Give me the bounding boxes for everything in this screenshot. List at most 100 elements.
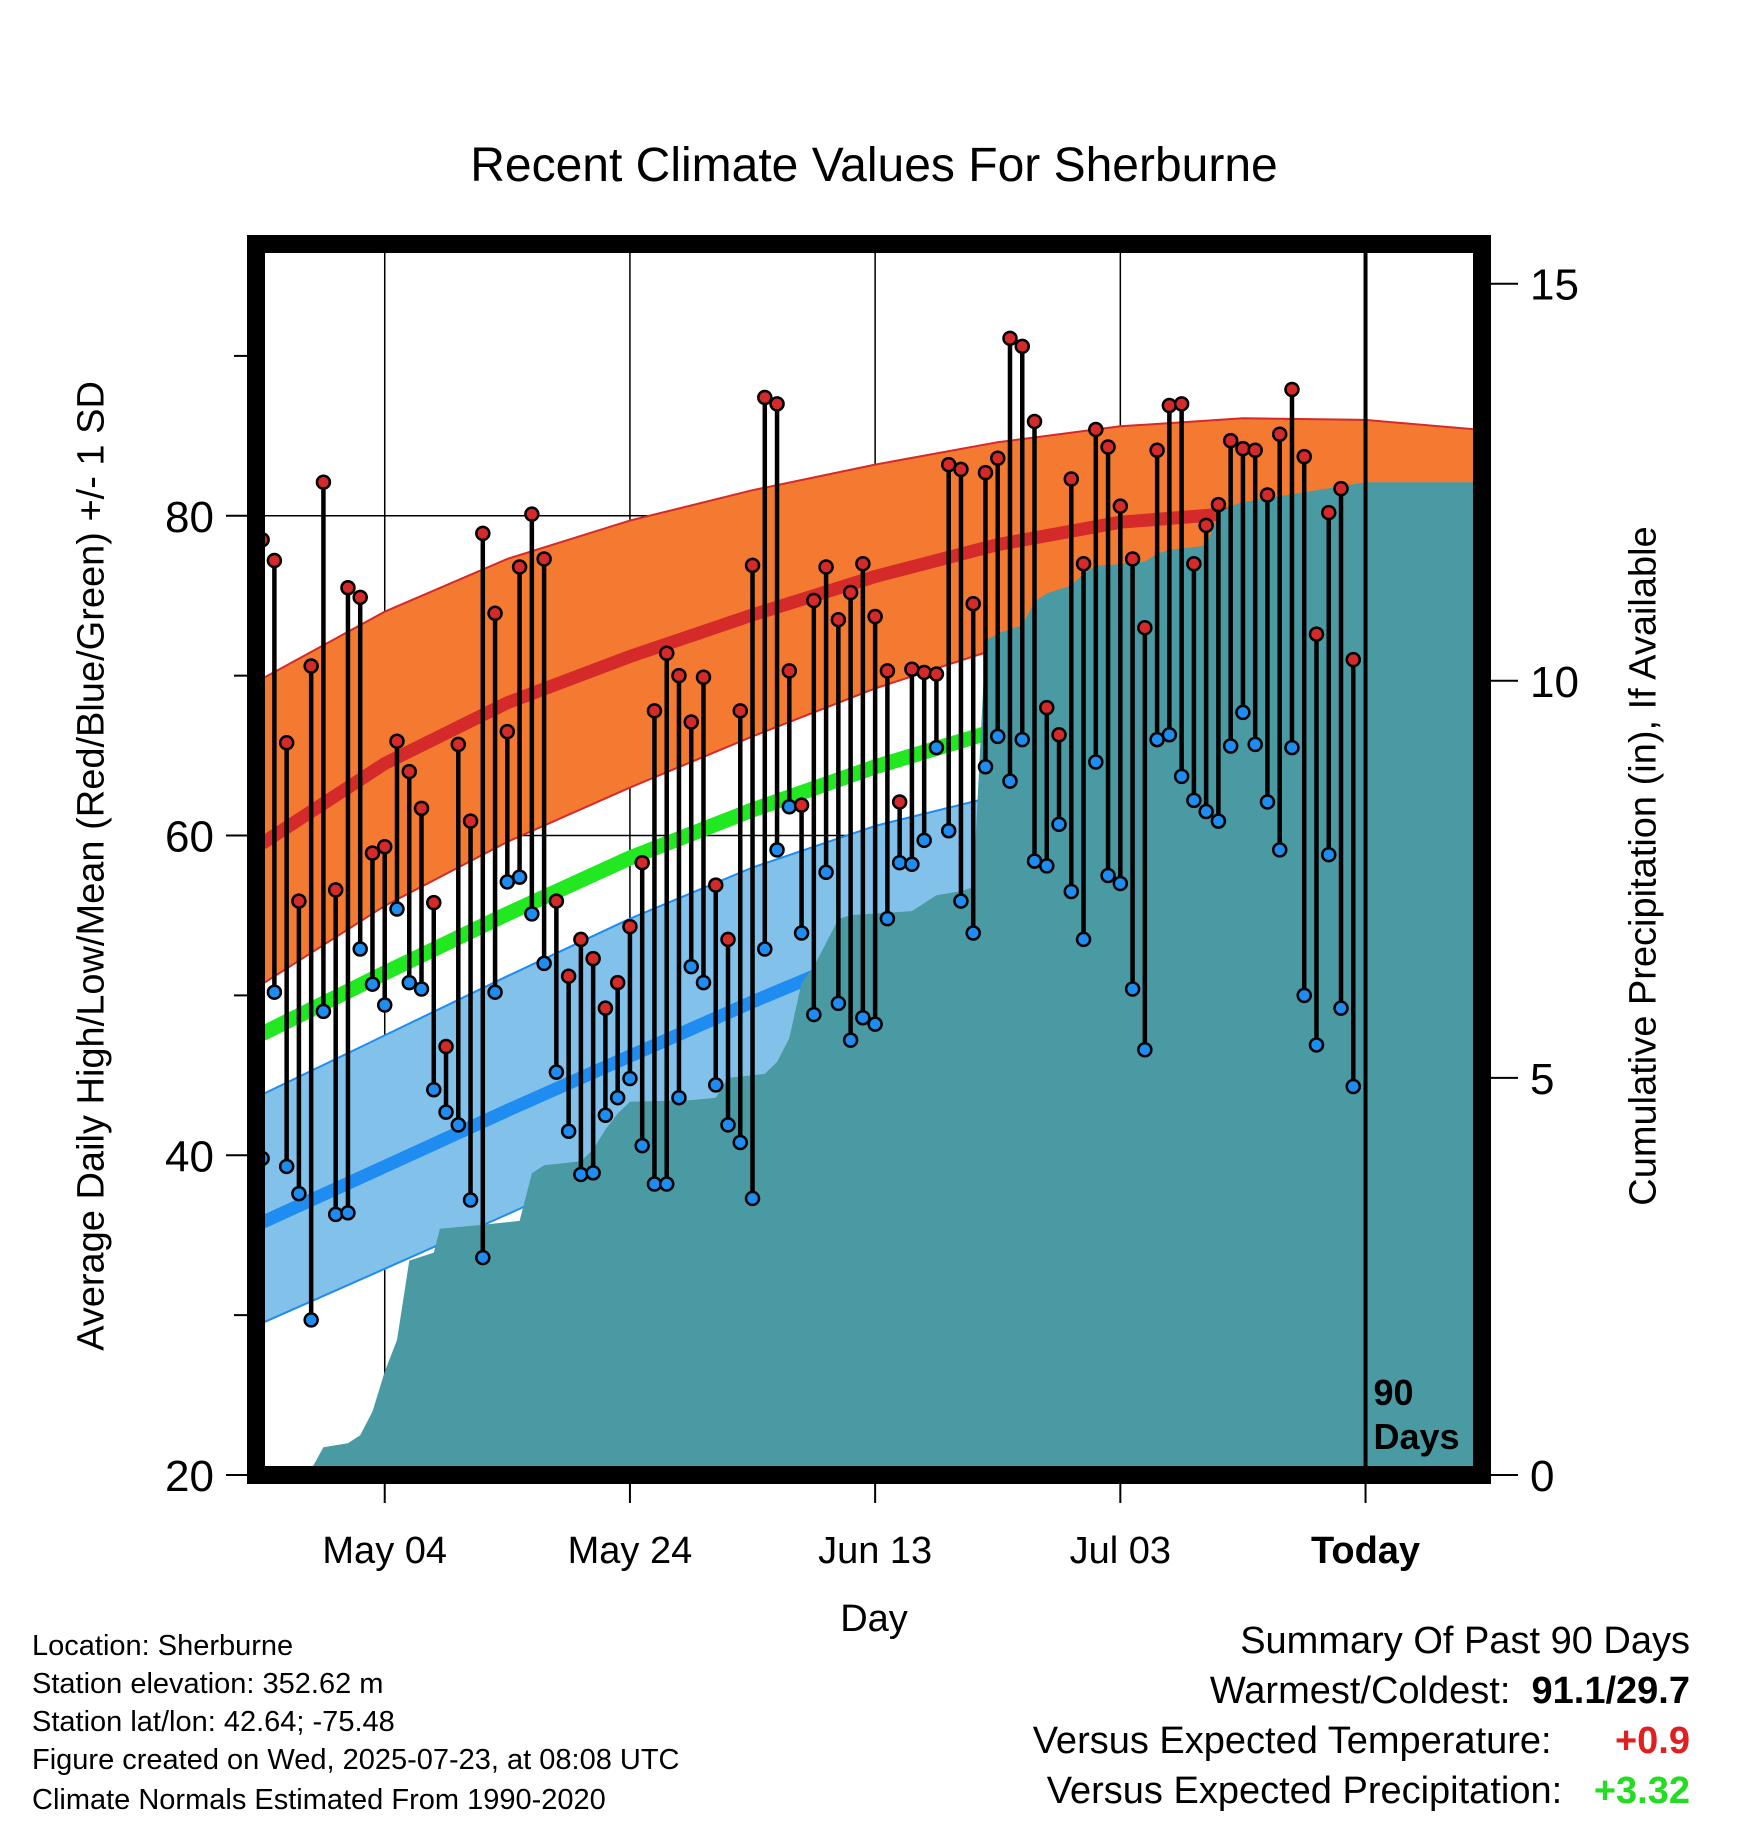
info-normals: Climate Normals Estimated From 1990-2020 [32,1784,606,1816]
daily-high-point [634,854,650,871]
daily-low-point [867,1016,883,1032]
daily-low-point [1063,883,1080,900]
daily-high-point [1112,498,1129,514]
daily-high-point [597,1000,614,1016]
daily-low-point [622,1070,638,1087]
daily-low-point [671,1089,687,1106]
daily-low-point [450,1117,467,1133]
x-tick-label: Jun 13 [818,1530,932,1572]
daily-high-point [732,703,749,719]
daily-low-point [376,997,393,1013]
daily-high-point [928,666,945,682]
daily-high-point [867,608,883,625]
daily-low-point [1321,846,1337,863]
daily-low-point [1039,858,1055,874]
temp-anomaly-label: Versus Expected Temperature: [1032,1720,1552,1762]
daily-high-point [487,605,503,622]
summary-precip: Versus Expected Precipitation: +3.32 [1047,1770,1690,1813]
daily-low-point [278,1158,295,1175]
x-tick-label: Jul 03 [1070,1530,1171,1572]
daily-low-point [818,864,834,881]
daily-high-point [891,794,908,810]
daily-high-point [977,464,994,481]
daily-high-point [1026,413,1043,430]
daily-high-point [1271,426,1288,442]
x-tick-label: Today [1311,1530,1420,1572]
right-tick-label: 0 [1530,1452,1554,1501]
daily-high-point [1149,442,1165,458]
daily-high-point [1235,440,1251,457]
daily-low-point [1014,731,1030,748]
daily-low-point [989,728,1006,745]
plot-border [247,235,1491,1484]
daily-low-point [1186,792,1202,809]
daily-low-point [708,1077,724,1093]
daily-low-point [511,869,528,885]
marker-label-line2: Days [1374,1416,1460,1457]
info-location: Location: Sherburne [32,1630,294,1662]
precip-anomaly-label: Versus Expected Precipitation: [1046,1770,1563,1812]
daily-high-point [953,461,969,478]
daily-low-point [597,1107,614,1124]
daily-high-point [389,733,405,749]
daily-low-point [1222,738,1239,754]
daily-low-point [1161,727,1178,743]
daily-low-point [1210,813,1227,829]
daily-high-point [499,723,516,740]
daily-high-point [1100,439,1116,455]
left-tick-label: 60 [165,813,214,862]
daily-high-point [303,658,319,674]
axis-ticks [226,282,1518,1503]
daily-low-point [757,941,773,957]
daily-low-point [548,1064,565,1080]
daily-low-point [1296,987,1312,1004]
daily-low-point [732,1134,749,1151]
tick-labels: 20 40 60 80 0 5 10 15 May 04 May 24 Jun 13 Jul 03 To… [165,261,1579,1572]
daily-low-point [585,1165,601,1181]
daily-high-point [1210,496,1227,513]
daily-low-point [1271,842,1288,858]
daily-points [254,330,1362,1328]
daily-low-point [291,1185,307,1202]
daily-low-point [916,832,932,849]
daily-high-point [1137,619,1153,636]
daily-low-point [928,739,945,756]
daily-high-point [989,450,1006,466]
daily-high-point [744,557,761,574]
daily-high-point [1161,397,1178,414]
daily-low-point [806,1006,822,1023]
daily-low-point [266,984,283,1000]
daily-high-point [1051,727,1067,743]
daily-high-point [916,664,932,681]
x-tick-label: May 24 [568,1530,693,1572]
daily-low-point [904,856,920,873]
right-tick-label: 10 [1530,658,1579,707]
daily-high-point [683,714,699,730]
daily-low-point [401,974,417,991]
daily-high-point [1345,651,1362,668]
daily-low-point [953,893,969,909]
daily-high-point [806,592,822,609]
daily-high-point [1075,555,1092,572]
daily-high-point [560,968,577,984]
daily-low-point [842,1032,859,1048]
daily-high-point [720,931,736,948]
daily-high-point [1002,330,1018,347]
daily-low-point [487,984,503,1000]
daily-low-point [536,955,552,972]
daily-low-point [720,1117,736,1133]
x-axis-label: Day [840,1598,908,1640]
daily-high-point [278,735,295,751]
daily-high-point [438,1038,454,1055]
daily-low-point [793,925,810,941]
daily-high-point [1321,504,1337,521]
daily-low-point [1051,816,1067,833]
daily-high-point [1296,448,1312,465]
daily-low-point [303,1312,319,1328]
daily-high-point [376,838,393,855]
right-tick-label: 15 [1530,261,1579,310]
right-axis-label: Cumulative Precipitation (in), If Availa… [1622,526,1665,1206]
daily-high-point [1173,396,1190,412]
